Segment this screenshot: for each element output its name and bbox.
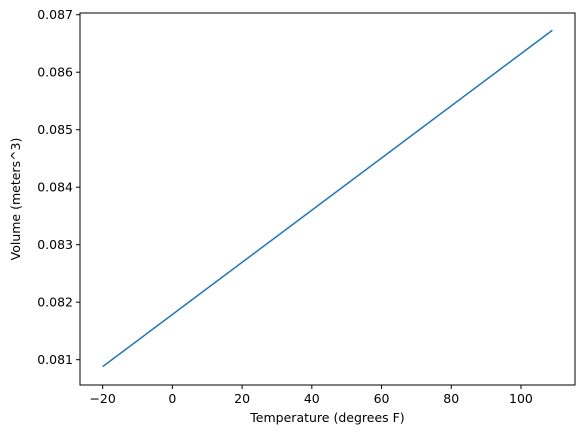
series-line-0 bbox=[102, 29, 553, 368]
y-tick-label: 0.082 bbox=[37, 295, 73, 310]
y-tick-label: 0.083 bbox=[37, 237, 73, 252]
y-tick-label: 0.081 bbox=[37, 352, 73, 367]
x-tick-label: 100 bbox=[509, 391, 533, 406]
x-tick-label: 60 bbox=[374, 391, 390, 406]
x-tick-label: 80 bbox=[443, 391, 459, 406]
x-axis-ticks: −20 0 20 40 60 80 100 bbox=[89, 385, 533, 406]
x-tick-label: −20 bbox=[89, 391, 115, 406]
y-tick-label: 0.086 bbox=[37, 65, 73, 80]
y-axis-label: Volume (meters^3) bbox=[8, 138, 23, 261]
x-tick-label: 20 bbox=[234, 391, 250, 406]
x-tick-label: 40 bbox=[304, 391, 320, 406]
plot-layer bbox=[102, 29, 553, 368]
y-tick-label: 0.087 bbox=[37, 7, 73, 22]
x-axis-label: Temperature (degrees F) bbox=[249, 410, 404, 425]
y-tick-label: 0.085 bbox=[37, 122, 73, 137]
y-tick-label: 0.084 bbox=[37, 180, 73, 195]
y-axis-ticks: 0.081 0.082 0.083 0.084 0.085 0.086 0.087 bbox=[37, 7, 80, 367]
x-tick-label: 0 bbox=[168, 391, 176, 406]
axes-frame bbox=[79, 12, 576, 386]
